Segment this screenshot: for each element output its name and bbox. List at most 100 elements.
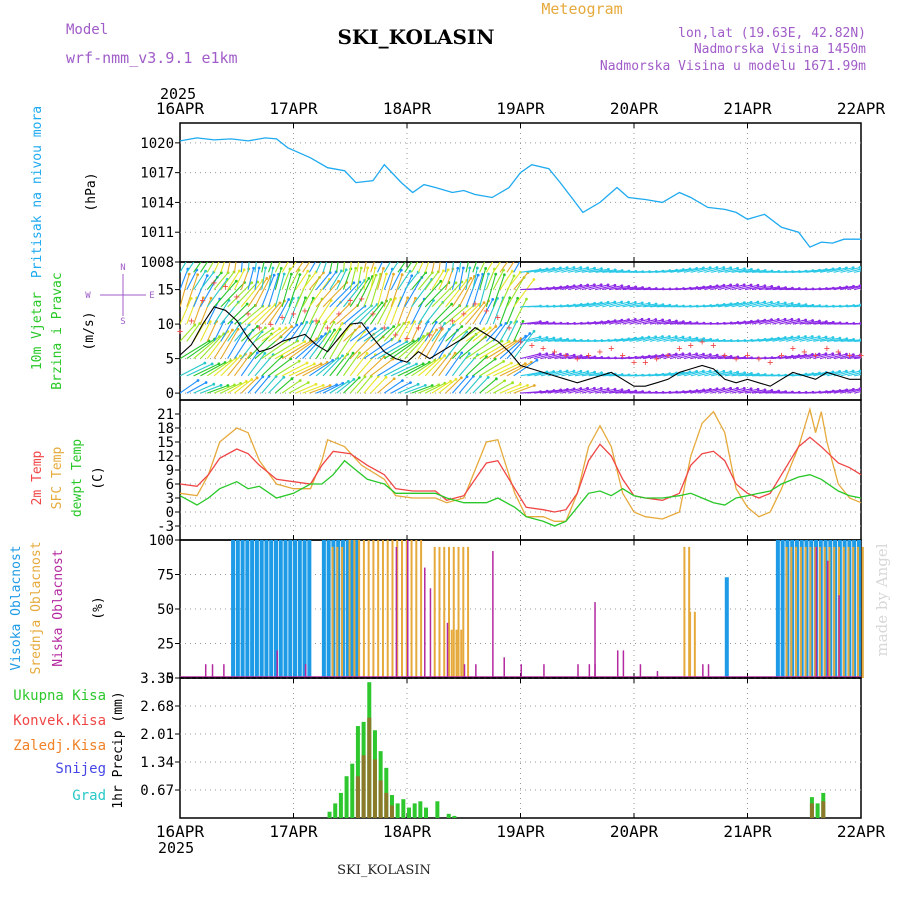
wind-barb	[690, 370, 711, 377]
wind-barb-head	[237, 269, 241, 273]
wind-barb-head	[858, 369, 861, 373]
wind-barb-head	[722, 354, 726, 358]
wind-barb-head	[729, 370, 733, 374]
wind-barb	[499, 270, 513, 290]
gust-marker: +	[801, 347, 807, 358]
x-tick-label-top: 22APR	[837, 99, 886, 118]
wind-barb-head	[879, 302, 882, 305]
wind-barb	[690, 285, 711, 291]
wind-barb	[322, 282, 348, 308]
wind-barb-head	[231, 328, 234, 332]
wind-barb	[860, 375, 861, 376]
wind-barb	[595, 284, 616, 291]
wind-barb-head	[708, 266, 712, 270]
wind-barb	[492, 269, 505, 290]
wind-barb	[363, 274, 377, 308]
wind-barb	[356, 375, 372, 394]
wind-barb	[806, 353, 827, 360]
wind-barb	[451, 376, 468, 394]
wind-barb	[636, 355, 657, 360]
wind-barb	[724, 302, 745, 308]
wind-barb-head	[494, 272, 498, 276]
wind-barb-head	[450, 302, 454, 306]
y-tick-label: 12	[157, 449, 174, 465]
wind-barb	[595, 373, 616, 377]
wind-barb-head	[306, 381, 310, 384]
wind-barb	[615, 301, 636, 308]
wind-barb	[724, 387, 745, 394]
total-precip-bar	[350, 763, 355, 818]
wind-barb-head	[545, 336, 549, 339]
wind-barb-head	[407, 320, 411, 324]
mid-cloud-bar	[405, 540, 408, 678]
wind-barb	[274, 378, 293, 394]
wind-barb	[315, 272, 331, 290]
wind-barb	[608, 338, 629, 342]
wind-barb	[561, 267, 581, 273]
wind-barb-head	[326, 245, 329, 248]
wind-barb	[581, 372, 602, 377]
wind-barb	[247, 305, 270, 325]
wind-barb-head	[742, 283, 746, 287]
wind-barb-head	[208, 320, 212, 324]
wind-barb-head	[640, 317, 644, 321]
wind-barb	[499, 297, 511, 325]
wind-barb	[568, 387, 588, 394]
wind-barb	[281, 362, 308, 377]
wind-barb	[261, 338, 290, 360]
wind-barb	[826, 286, 847, 291]
x-tick-label-bottom: 16APR	[156, 822, 205, 841]
wind-barb-head	[236, 327, 240, 331]
wind-barb	[847, 389, 861, 394]
wind-barb	[233, 262, 237, 273]
wind-barb-head	[654, 335, 658, 339]
wind-barb	[247, 268, 255, 290]
wind-barb-head	[790, 302, 794, 305]
wind-barb-head	[328, 384, 332, 387]
y-tick-label: 25	[157, 637, 174, 653]
wind-barb	[670, 321, 691, 325]
wind-barb-head	[518, 382, 522, 386]
wind-barb	[404, 277, 423, 308]
wind-barb-head	[415, 362, 418, 366]
wind-barb	[302, 333, 327, 359]
gust-marker: +	[620, 351, 626, 362]
wind-barb	[377, 299, 392, 325]
wind-barb	[302, 297, 314, 325]
wind-barb-head	[204, 269, 207, 273]
wind-barb-head	[818, 319, 821, 323]
wind-barb	[363, 267, 369, 290]
gust-marker: +	[495, 313, 501, 324]
y-tick-label: 2.01	[140, 727, 174, 743]
mid-cloud-bar	[415, 540, 418, 678]
wind-barb-head	[484, 267, 488, 270]
wind-barb-head	[249, 351, 253, 355]
wind-barb	[540, 370, 561, 377]
wind-barb	[717, 302, 738, 308]
wind-barb	[180, 268, 189, 290]
wind-barb	[799, 353, 820, 360]
wind-barb-head	[461, 266, 465, 270]
wind-barb	[404, 384, 426, 394]
mid-cloud-bar	[450, 629, 453, 678]
wind-barb	[322, 321, 335, 342]
wind-barb-head	[499, 247, 502, 250]
wind-barb-head	[490, 246, 493, 249]
wind-barb	[302, 277, 321, 308]
wind-barb-head	[290, 377, 294, 381]
wind-barb-head	[432, 244, 435, 247]
wind-barb	[472, 274, 484, 308]
wind-speed-line	[179, 306, 861, 387]
wind-barb-head	[224, 246, 227, 249]
high-cloud-bar	[264, 540, 269, 678]
wind-barb-head	[532, 384, 536, 387]
wind-barb	[792, 353, 813, 360]
wind-barb	[690, 267, 711, 273]
wind-barb	[281, 273, 292, 307]
wind-barb	[765, 391, 786, 394]
wind-barb-head	[295, 247, 298, 250]
wind-barb-head	[319, 362, 323, 366]
x-tick-label-bottom: 20APR	[610, 822, 659, 841]
wind-barb-head	[428, 245, 431, 248]
cloud-title-high: Visoka Oblacnost	[9, 545, 24, 670]
